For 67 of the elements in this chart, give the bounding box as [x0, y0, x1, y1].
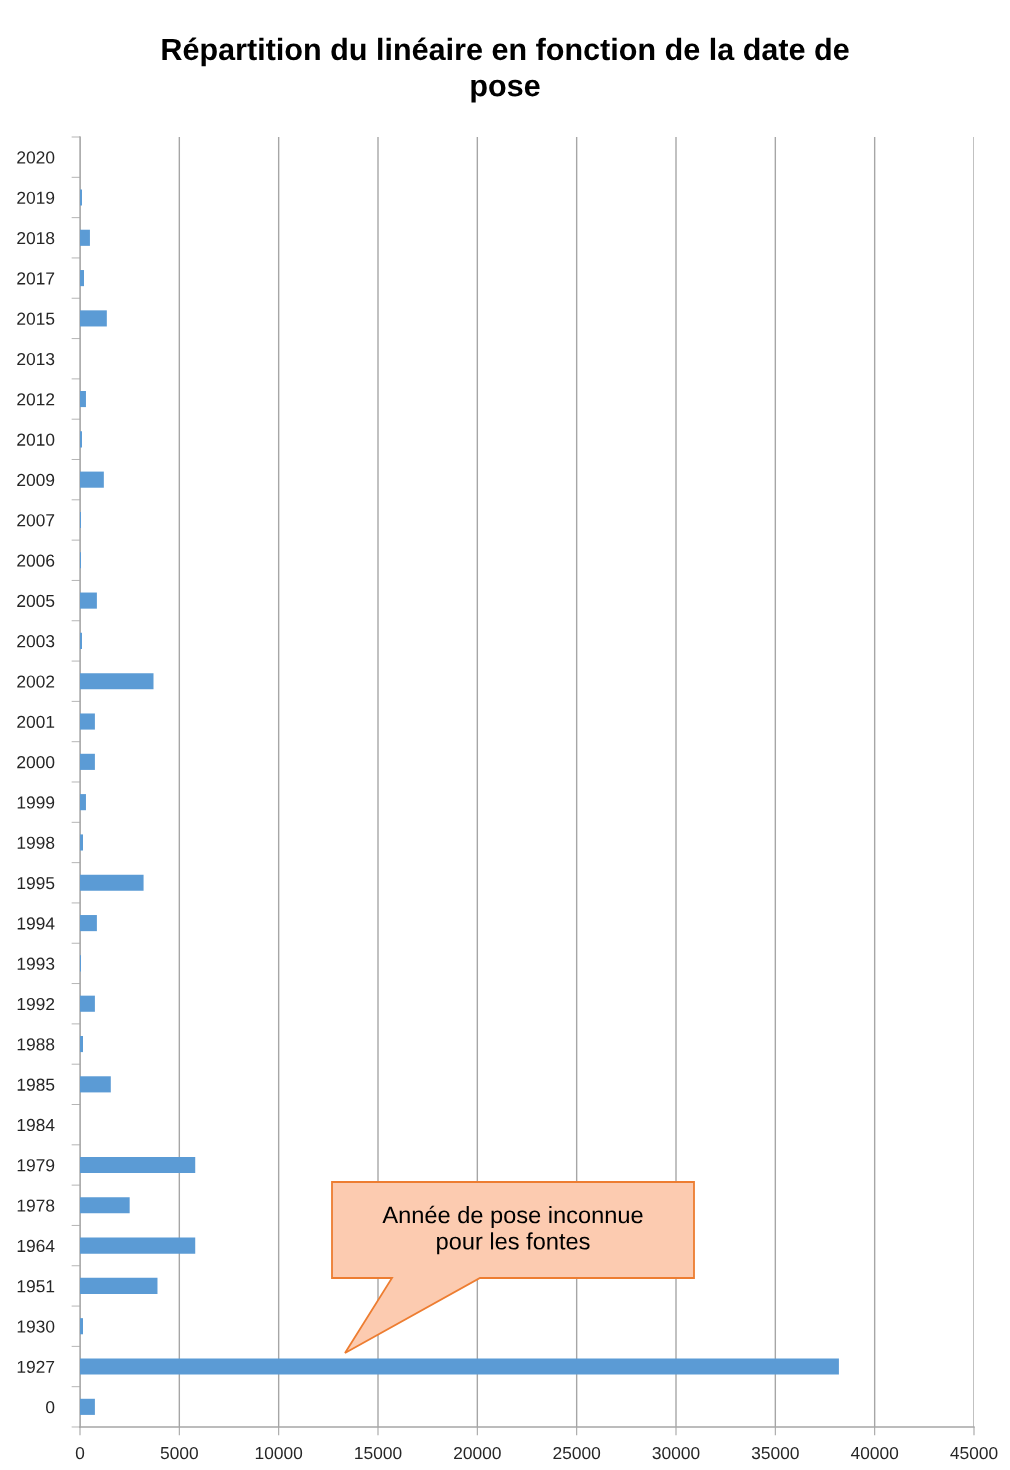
x-tick-label: 35000 — [751, 1446, 799, 1460]
y-tick-label: 2017 — [17, 272, 55, 285]
x-tick-label: 5000 — [160, 1446, 198, 1460]
y-tick-label: 1995 — [17, 876, 55, 890]
y-tick-label: 2000 — [17, 756, 55, 769]
bar — [80, 713, 95, 730]
y-tick-label: 0 — [46, 1401, 55, 1414]
y-tick-label: 1998 — [17, 836, 55, 849]
bar — [80, 471, 104, 488]
x-tick-label: 20000 — [454, 1446, 501, 1460]
bar — [80, 592, 97, 609]
bar — [80, 1156, 196, 1174]
x-tick-label: 45000 — [950, 1446, 998, 1460]
bar — [80, 1358, 839, 1375]
y-tick-label: 2019 — [17, 191, 55, 204]
x-tick-label: 10000 — [255, 1446, 303, 1460]
y-tick-label: 2001 — [17, 715, 55, 728]
y-tick-label: 2003 — [17, 635, 55, 648]
y-tick-label: 2009 — [17, 473, 55, 487]
y-tick-label: 1985 — [17, 1078, 55, 1091]
bar — [80, 1076, 111, 1093]
y-tick-label: 2006 — [17, 554, 55, 567]
y-tick-label: 1994 — [17, 917, 55, 930]
bar — [80, 915, 97, 932]
bar — [80, 794, 86, 811]
y-tick-label: 2013 — [17, 352, 55, 366]
annotation: Année de pose inconnue pour les fontes — [382, 1205, 643, 1255]
y-tick-label: 1992 — [17, 997, 55, 1011]
y-tick-label: 2007 — [17, 514, 55, 527]
bar — [80, 1197, 130, 1214]
bar — [80, 270, 84, 287]
y-tick-label: 1927 — [17, 1360, 55, 1373]
bar — [80, 229, 90, 246]
y-tick-label: 1993 — [17, 957, 55, 970]
y-tick-label: 1930 — [17, 1320, 55, 1333]
y-tick-label: 1999 — [17, 796, 55, 809]
y-tick-label: 2020 — [17, 151, 55, 164]
y-tick-label: 1988 — [17, 1038, 55, 1051]
y-tick-label: 1951 — [17, 1280, 55, 1293]
bar — [80, 1237, 196, 1254]
y-tick-label: 2012 — [17, 393, 55, 406]
y-tick-label: 1979 — [17, 1159, 55, 1172]
bar — [80, 753, 95, 770]
y-tick-label: 1964 — [17, 1239, 55, 1253]
x-tick-label: 0 — [75, 1446, 85, 1460]
bar — [80, 1318, 83, 1335]
bar — [80, 673, 154, 690]
x-tick-label: 30000 — [652, 1446, 700, 1460]
x-tick-label: 25000 — [553, 1446, 601, 1460]
x-tick-label: 40000 — [850, 1446, 899, 1460]
bar — [80, 1277, 158, 1294]
y-tick-label: 2002 — [17, 675, 55, 688]
bar — [80, 1035, 83, 1053]
bar — [80, 874, 144, 891]
bar — [80, 1398, 95, 1415]
chart-title: Répartition du linéaire en fonction de la date de pose — [162, 37, 849, 103]
x-tick-label: 15000 — [355, 1446, 402, 1460]
y-tick-label: 2005 — [17, 594, 55, 608]
bar — [80, 310, 107, 327]
y-tick-label: 2010 — [17, 433, 55, 446]
bar — [80, 834, 83, 851]
y-tick-label: 2018 — [17, 231, 55, 245]
y-tick-label: 1984 — [17, 1118, 55, 1132]
y-tick-label: 2015 — [17, 312, 55, 325]
y-tick-label: 1978 — [17, 1199, 55, 1212]
bar — [80, 995, 95, 1012]
bar — [80, 390, 86, 408]
